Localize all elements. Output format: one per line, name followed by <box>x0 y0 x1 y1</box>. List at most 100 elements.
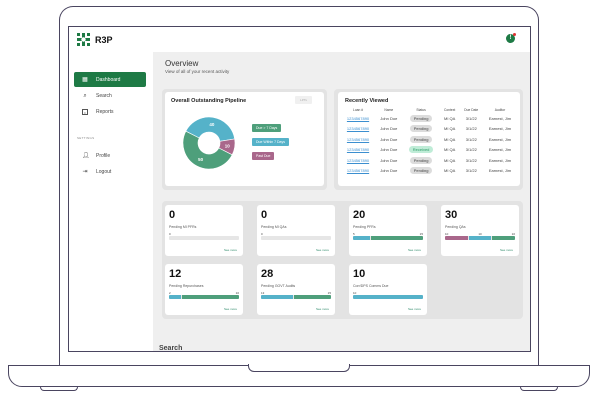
name-cell: John Doe <box>380 157 398 163</box>
column-header[interactable]: Auditor <box>494 108 506 112</box>
alert-icon[interactable]: ! <box>506 33 516 43</box>
page-title: Overview <box>165 59 199 68</box>
loan-link[interactable]: 1234567890 <box>346 126 370 132</box>
loan-link[interactable]: 1234567890 <box>346 157 370 163</box>
see-more-link[interactable]: See more <box>499 248 513 252</box>
sidebar-item-dashboard[interactable]: ▦ Dashboard <box>74 72 146 87</box>
stat-label: Pending GOVT Audits <box>261 284 296 288</box>
context-cell: MI QA <box>443 115 456 121</box>
segment-label: 15 <box>327 291 331 295</box>
name-cell: John Doe <box>380 168 398 174</box>
pipeline-title: Overall Outstanding Pipeline <box>171 98 247 104</box>
search-icon: ⌕ <box>83 92 87 99</box>
see-more-link[interactable]: See more <box>407 248 421 252</box>
segment-label: 13 <box>261 291 265 295</box>
pipeline-donut-chart: 40 10 50 <box>182 116 236 170</box>
main-content: Overview View of all of your recent acti… <box>153 52 530 351</box>
stat-card: 10 Corr/DPS Comms Due 10 See more <box>349 264 427 315</box>
see-more-link[interactable]: See more <box>223 248 237 252</box>
sidebar-item-label: Reports <box>96 108 114 115</box>
recently-viewed-table: Loan # Name Status Context Due Date Auditor 1… <box>341 107 517 176</box>
status-badge: Pending <box>409 135 433 143</box>
segment-label: 15 <box>419 232 423 236</box>
bar-labels: 10 <box>353 291 423 295</box>
see-more-link[interactable]: See more <box>223 307 237 311</box>
context-cell: MI QA <box>443 136 456 142</box>
name-cell: John Doe <box>380 136 398 142</box>
donut-slice[interactable] <box>182 130 233 170</box>
user-icon: 👤︎ <box>82 152 90 159</box>
column-header[interactable]: Status <box>416 108 426 112</box>
bar-segment <box>353 295 423 299</box>
see-more-link[interactable]: See more <box>407 307 421 311</box>
stat-value: 10 <box>353 268 366 280</box>
auditor-cell: Earnest, Jim <box>488 126 512 132</box>
column-header[interactable]: Name <box>384 108 394 112</box>
column-header[interactable]: Due Date <box>464 108 479 112</box>
stat-value: 0 <box>261 209 268 221</box>
brand-name: R3P <box>95 34 113 45</box>
pipeline-card: Overall Outstanding Pipeline LPTs 40 10 50… <box>165 92 324 186</box>
progress-bar <box>353 236 423 240</box>
logo[interactable]: R3P <box>77 33 113 46</box>
stat-label: Pending MI PFRs <box>169 225 197 229</box>
loan-link[interactable]: 1234567890 <box>346 147 370 153</box>
name-cell: John Doe <box>380 147 398 153</box>
table-row[interactable]: 1234567890 John Doe Received MI QA 3/1/2… <box>341 145 517 156</box>
table-row[interactable]: 1234567890 John Doe Pending MI QA 3/1/22… <box>341 155 517 166</box>
loan-link[interactable]: 1234567890 <box>346 168 370 174</box>
status-badge: Pending <box>409 167 433 175</box>
stat-label: Corr/DPS Comms Due <box>353 284 389 288</box>
table-row[interactable]: 1234567890 John Doe Pending MI QA 3/1/22… <box>341 124 517 135</box>
bar-segment <box>261 295 294 299</box>
auditor-cell: Earnest, Jim <box>488 115 512 121</box>
pipeline-filter[interactable]: LPTs <box>295 96 312 104</box>
logo-icon <box>77 33 90 46</box>
context-cell: MI QA <box>443 126 456 132</box>
sidebar-item-label: Profile <box>96 152 111 159</box>
reports-icon: ± <box>82 108 88 115</box>
recently-viewed-title: Recently Viewed <box>345 98 389 104</box>
stats-panel: 0 Pending MI PFRs 0 See more 0 Pending MI… <box>162 201 523 319</box>
stat-value: 20 <box>353 209 366 221</box>
legend-past-due: Past Due <box>252 152 275 160</box>
sidebar-item-search[interactable]: ⌕ Search <box>74 88 146 103</box>
stat-label: Pending MI QAs <box>261 225 287 229</box>
bar-segment <box>445 236 468 240</box>
logout-icon: ⇥ <box>82 168 88 175</box>
bar-segment <box>169 295 181 299</box>
notification-dot <box>513 33 516 36</box>
bar-segment <box>371 236 423 240</box>
name-cell: John Doe <box>380 126 398 132</box>
segment-label: 10 <box>353 291 357 295</box>
due-date-cell: 3/1/22 <box>465 168 477 174</box>
table-row[interactable]: 1234567890 John Doe Pending MI QA 3/1/22… <box>341 166 517 177</box>
table-row[interactable]: 1234567890 John Doe Pending MI QA 3/1/22… <box>341 134 517 145</box>
stat-label: Pending PFRs <box>353 225 376 229</box>
sidebar-item-label: Logout <box>96 168 112 175</box>
bar-labels: 5 15 <box>353 232 423 236</box>
stat-card: 30 Pending QAs 10 10 10 See more <box>441 205 519 256</box>
donut-slice[interactable] <box>185 116 236 142</box>
auditor-cell: Earnest, Jim <box>488 136 512 142</box>
loan-link[interactable]: 1234567890 <box>346 136 370 142</box>
see-more-link[interactable]: See more <box>315 307 329 311</box>
bar-segment <box>492 236 515 240</box>
stat-label: Pending Repurchases <box>169 284 204 288</box>
loan-link[interactable]: 1234567890 <box>346 115 370 121</box>
sidebar-item-logout[interactable]: ⇥ Logout <box>74 164 146 179</box>
sidebar-item-reports[interactable]: ± Reports <box>74 104 146 119</box>
sidebar-item-profile[interactable]: 👤︎ Profile <box>74 148 146 163</box>
due-date-cell: 3/1/22 <box>465 136 477 142</box>
context-cell: MI QA <box>443 168 456 174</box>
see-more-link[interactable]: See more <box>315 248 329 252</box>
table-row[interactable]: 1234567890 John Doe Pending MI QA 3/1/22… <box>341 113 517 124</box>
progress-bar <box>261 236 331 240</box>
due-date-cell: 3/1/22 <box>465 147 477 153</box>
stat-card: 0 Pending MI PFRs 0 See more <box>165 205 243 256</box>
due-date-cell: 3/1/22 <box>465 157 477 163</box>
slice-label: 10 <box>225 143 231 148</box>
column-header[interactable]: Loan # <box>352 108 364 112</box>
laptop-lid <box>59 6 539 368</box>
column-header[interactable]: Context <box>443 108 456 112</box>
